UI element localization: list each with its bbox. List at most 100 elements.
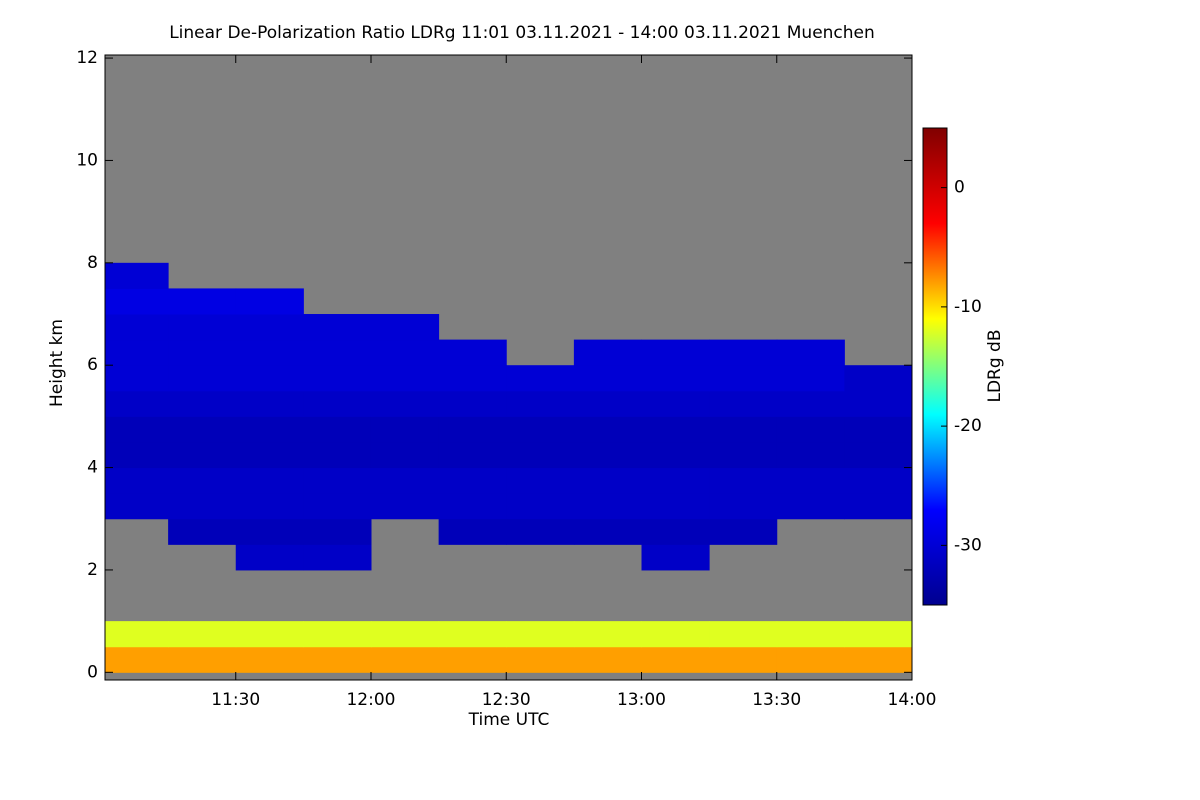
heatmap-cell	[303, 493, 372, 520]
heatmap-cell	[105, 621, 169, 648]
heatmap-cell	[438, 467, 507, 494]
heatmap-cell	[844, 441, 913, 469]
y-tick-label: 8	[87, 253, 98, 273]
plot-frame	[104, 54, 913, 681]
heatmap-cell	[438, 518, 507, 545]
heatmap-cell	[438, 646, 507, 673]
heatmap-cell	[235, 416, 304, 443]
heatmap-cell	[709, 493, 778, 520]
heatmap-cell	[303, 339, 372, 366]
x-tick-label: 13:00	[617, 690, 666, 710]
heatmap-cell	[506, 390, 575, 417]
heatmap-cell	[168, 416, 237, 443]
heatmap-cell	[641, 544, 710, 571]
heatmap-cell	[168, 467, 237, 494]
x-tick-label: 11:30	[211, 690, 260, 710]
heatmap-cell	[168, 646, 237, 673]
heatmap-cell	[641, 621, 710, 648]
heatmap-cell	[105, 416, 169, 443]
heatmap-cell	[844, 646, 913, 673]
heatmap-cell	[709, 339, 778, 366]
heatmap-cell	[370, 390, 440, 417]
heatmap-cell	[370, 416, 440, 443]
y-tick-label: 6	[87, 355, 98, 375]
heatmap-cell	[303, 544, 372, 571]
heatmap-cell	[709, 467, 778, 494]
heatmap-cell	[844, 416, 913, 443]
heatmap-cell	[235, 441, 304, 469]
heatmap-cell	[105, 339, 169, 366]
heatmap-cell	[303, 518, 372, 545]
y-tick-label: 4	[87, 458, 98, 478]
heatmap-cell	[235, 339, 304, 366]
heatmap-cell	[168, 314, 237, 341]
heatmap-cell	[235, 314, 304, 341]
heatmap-cell	[709, 365, 778, 392]
heatmap-cell	[709, 646, 778, 673]
heatmap-cell	[438, 339, 507, 366]
heatmap-cell	[438, 621, 507, 648]
heatmap-cell	[105, 314, 169, 341]
heatmap-cell	[303, 314, 372, 341]
heatmap-cell	[235, 646, 304, 673]
heatmap-cell	[709, 518, 778, 545]
heatmap-cell	[573, 339, 642, 366]
heatmap-cell	[709, 441, 778, 469]
heatmap-cell	[844, 493, 913, 520]
heatmap-cell	[709, 621, 778, 648]
heatmap-cell	[105, 262, 169, 289]
heatmap-cell	[105, 646, 169, 673]
colorbar-tick-label: -10	[954, 297, 982, 317]
heatmap-cell	[506, 621, 575, 648]
heatmap-cell	[506, 365, 575, 392]
heatmap-cell	[776, 467, 845, 494]
colorbar-label: LDRg dB	[985, 329, 1005, 402]
heatmap-cell	[506, 518, 575, 545]
colorbar	[922, 127, 948, 606]
heatmap-cell	[235, 493, 304, 520]
heatmap-cell	[303, 441, 372, 469]
heatmap-cell	[709, 416, 778, 443]
heatmap-cell	[168, 621, 237, 648]
heatmap-cell	[506, 441, 575, 469]
heatmap-cell	[573, 467, 642, 494]
x-tick-label: 14:00	[888, 690, 937, 710]
heatmap-cell	[573, 493, 642, 520]
heatmap-cell	[573, 646, 642, 673]
x-tick-label: 12:30	[482, 690, 531, 710]
heatmap-cell	[105, 288, 169, 315]
heatmap-cell	[844, 621, 913, 648]
heatmap-cell	[235, 518, 304, 545]
heatmap-cell	[303, 621, 372, 648]
y-tick-label: 2	[87, 560, 98, 580]
heatmap-cell	[641, 390, 710, 417]
heatmap-cell	[105, 467, 169, 494]
heatmap-cell	[168, 288, 237, 315]
heatmap-cell	[303, 390, 372, 417]
heatmap-cell	[776, 493, 845, 520]
heatmap-cell	[641, 518, 710, 545]
heatmap-cell	[235, 467, 304, 494]
heatmap-cell	[235, 365, 304, 392]
x-tick-label: 13:30	[752, 690, 801, 710]
heatmap-cell	[370, 493, 440, 520]
heatmap-cell	[438, 493, 507, 520]
heatmap-cell	[776, 365, 845, 392]
heatmap-cell	[641, 646, 710, 673]
y-axis-label: Height km	[47, 319, 67, 407]
heatmap-cell	[776, 621, 845, 648]
heatmap-cell	[370, 646, 440, 673]
heatmap-cell	[506, 646, 575, 673]
heatmap-cell	[168, 518, 237, 545]
heatmap-cell	[776, 339, 845, 366]
heatmap-cell	[506, 416, 575, 443]
heatmap-cell	[235, 390, 304, 417]
colorbar-tick-label: -30	[954, 535, 982, 555]
heatmap-cell	[573, 621, 642, 648]
heatmap-cell	[573, 416, 642, 443]
heatmap-cell	[303, 646, 372, 673]
heatmap-cell	[168, 441, 237, 469]
heatmap-cell	[776, 646, 845, 673]
heatmap-cell	[168, 493, 237, 520]
heatmap-cell	[370, 467, 440, 494]
